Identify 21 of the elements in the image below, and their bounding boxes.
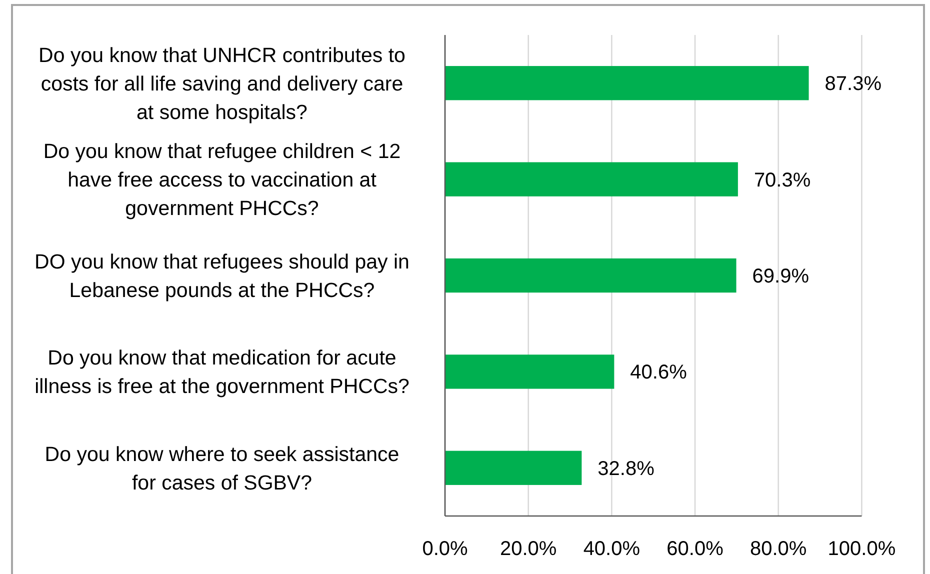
data-label: 32.8%: [598, 458, 655, 480]
bar: [445, 66, 809, 100]
x-tick-label: 40.0%: [583, 538, 640, 560]
bar: [445, 258, 736, 293]
data-label: 40.6%: [630, 362, 688, 384]
y-tick-label: Do you know that UNHCR contributes to costs for all life saving and delivery care at some hospitals?: [38, 44, 406, 124]
y-tick-label: DO you know that refugees should pay in Lebanese pounds at the PHCCs?: [34, 250, 410, 302]
data-label: 69.9%: [752, 266, 810, 288]
bar: [445, 354, 614, 389]
data-label: 87.3%: [824, 73, 882, 96]
y-tick-label: Do you know where to seek assistance for cases of SGBV?: [44, 442, 400, 494]
x-tick-label: 0.0%: [422, 538, 468, 560]
x-tick-label: 100.0%: [828, 538, 896, 560]
bar: [445, 450, 582, 485]
y-tick-label: Do you know that medication for acute illness is free at the government PHCCs?: [34, 346, 410, 398]
x-tick-label: 80.0%: [750, 538, 807, 560]
data-label: 70.3%: [754, 169, 811, 192]
y-tick-label: Do you know that refugee children < 12 have free access to vaccination at government PHCCs?: [43, 140, 401, 220]
x-tick-label: 20.0%: [500, 538, 557, 560]
x-tick-label: 60.0%: [666, 538, 724, 560]
bar: [445, 162, 738, 196]
